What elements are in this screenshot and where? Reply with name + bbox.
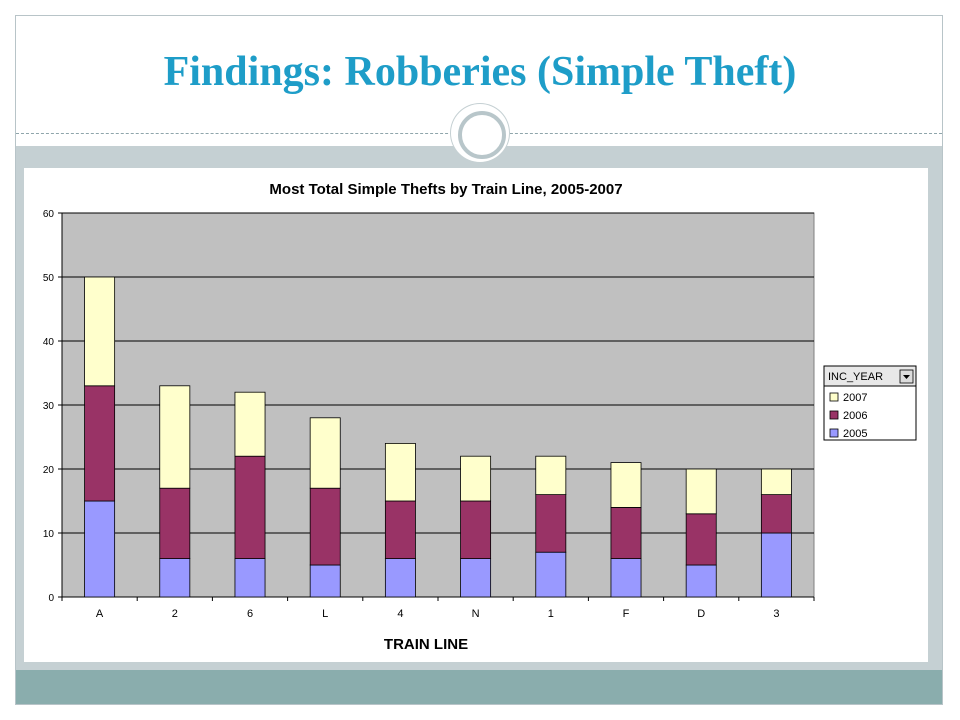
footer-band	[16, 670, 942, 704]
legend-header	[823, 365, 917, 387]
legend-label-2006: 2006	[843, 410, 867, 422]
bar-1-2007	[535, 455, 567, 496]
x-tick-label: F	[623, 608, 630, 620]
bar-6-2005	[234, 558, 266, 598]
bar-6-2007	[234, 391, 266, 457]
bar-3-2007	[760, 468, 792, 496]
legend-header-label: INC_YEAR	[828, 371, 883, 383]
bar-4-2006	[384, 500, 416, 559]
bar-2-2007	[159, 385, 191, 489]
legend-swatch-2007	[829, 392, 839, 402]
bar-2-2006	[159, 487, 191, 560]
bar-D-2007	[685, 468, 717, 515]
x-tick-label: 1	[548, 608, 554, 620]
bar-N-2007	[460, 455, 492, 502]
bar-N-2006	[460, 500, 492, 559]
bar-N-2005	[460, 558, 492, 598]
bar-D-2005	[685, 564, 717, 598]
divider-ring-icon	[458, 111, 506, 159]
bar-1-2005	[535, 551, 567, 598]
y-tick-label: 30	[43, 401, 55, 412]
y-tick-label: 40	[43, 337, 55, 348]
bar-A-2007	[84, 276, 116, 387]
bar-F-2006	[610, 506, 642, 559]
y-tick-label: 0	[48, 593, 54, 604]
x-tick-label: 2	[172, 608, 178, 620]
bar-3-2005	[760, 532, 792, 598]
legend-swatch-2005	[829, 428, 839, 438]
bar-6-2006	[234, 455, 266, 560]
bar-1-2006	[535, 494, 567, 553]
bar-2-2005	[159, 558, 191, 598]
y-tick-label: 10	[43, 529, 55, 540]
y-tick-label: 50	[43, 273, 55, 284]
x-tick-label: D	[697, 608, 705, 620]
bar-4-2005	[384, 558, 416, 598]
bar-A-2005	[84, 500, 116, 598]
bar-4-2007	[384, 442, 416, 502]
x-tick-label: 4	[397, 608, 403, 620]
dropdown-arrow-icon	[903, 375, 910, 379]
slide-title: Findings: Robberies (Simple Theft)	[163, 49, 797, 95]
stacked-bar-chart: Most Total Simple Thefts by Train Line, …	[43, 181, 917, 653]
y-tick-label: 60	[43, 209, 55, 220]
x-tick-label: 6	[247, 608, 253, 620]
legend-label-2005: 2005	[843, 428, 867, 440]
x-tick-label: L	[322, 608, 328, 620]
x-axis-label: TRAIN LINE	[384, 636, 468, 653]
bar-D-2006	[685, 513, 717, 566]
x-tick-label: 3	[773, 608, 779, 620]
bar-L-2006	[309, 487, 341, 566]
bar-L-2007	[309, 417, 341, 489]
chart-title: Most Total Simple Thefts by Train Line, …	[269, 181, 622, 198]
bar-3-2006	[760, 494, 792, 534]
chart-panel: Most Total Simple Thefts by Train Line, …	[24, 168, 928, 662]
x-tick-label: N	[472, 608, 480, 620]
legend-label-2007: 2007	[843, 392, 867, 404]
y-tick-label: 20	[43, 465, 55, 476]
bar-F-2005	[610, 558, 642, 598]
bar-A-2006	[84, 385, 116, 502]
x-tick-label: A	[96, 608, 104, 620]
bar-F-2007	[610, 462, 642, 508]
bar-L-2005	[309, 564, 341, 598]
legend-swatch-2006	[829, 410, 839, 420]
